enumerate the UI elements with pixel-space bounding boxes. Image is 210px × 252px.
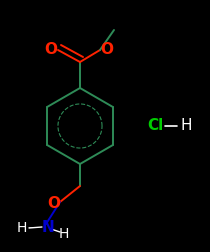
Text: N: N [42,219,54,235]
Text: O: O [45,42,58,56]
Text: ⁻: ⁻ [27,225,33,235]
Text: O: O [47,197,60,211]
Text: H: H [180,118,192,134]
Text: Cl: Cl [147,118,163,134]
Text: H: H [17,221,27,235]
Text: H: H [59,227,69,241]
Text: O: O [101,42,113,56]
